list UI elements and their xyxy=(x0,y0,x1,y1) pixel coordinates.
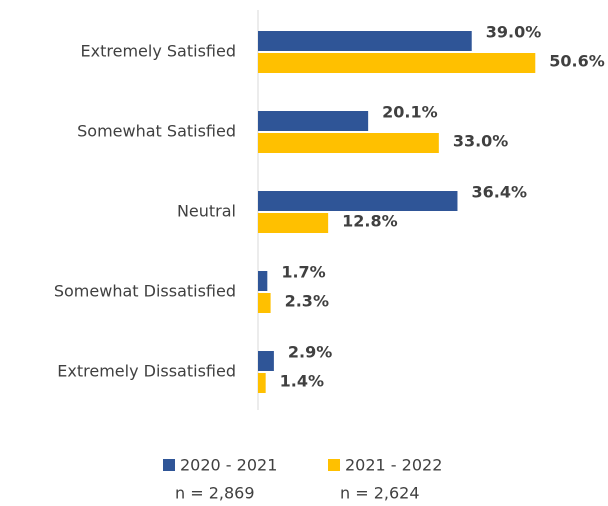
bar xyxy=(258,111,369,131)
category-label: Somewhat Dissatisfied xyxy=(54,282,236,301)
legend-label: 2020 - 2021 xyxy=(180,456,277,475)
category-label: Extremely Satisfied xyxy=(81,42,236,61)
value-label: 2.3% xyxy=(285,292,329,311)
legend-swatch xyxy=(328,459,340,471)
bar xyxy=(258,351,274,371)
legend-label: 2021 - 2022 xyxy=(345,456,442,475)
bar xyxy=(258,373,266,393)
category-label: Somewhat Satisfied xyxy=(77,122,236,141)
bar xyxy=(258,213,329,233)
value-label: 33.0% xyxy=(453,132,509,151)
bar xyxy=(258,133,439,153)
value-label: 2.9% xyxy=(288,343,332,362)
bar xyxy=(258,191,458,211)
bar xyxy=(258,31,472,51)
legend-sample: n = 2,869 xyxy=(175,484,255,503)
value-label: 39.0% xyxy=(486,23,542,42)
value-label: 1.7% xyxy=(281,263,325,282)
bar xyxy=(258,53,536,73)
value-label: 1.4% xyxy=(280,372,324,391)
legend-sample: n = 2,624 xyxy=(340,484,420,503)
category-label: Neutral xyxy=(177,202,236,221)
value-label: 36.4% xyxy=(471,183,527,202)
legend-swatch xyxy=(163,459,175,471)
value-label: 20.1% xyxy=(382,103,438,122)
value-label: 50.6% xyxy=(549,52,605,71)
category-label: Extremely Dissatisfied xyxy=(57,362,236,381)
bar xyxy=(258,271,268,291)
value-label: 12.8% xyxy=(342,212,398,231)
bar xyxy=(258,293,271,313)
